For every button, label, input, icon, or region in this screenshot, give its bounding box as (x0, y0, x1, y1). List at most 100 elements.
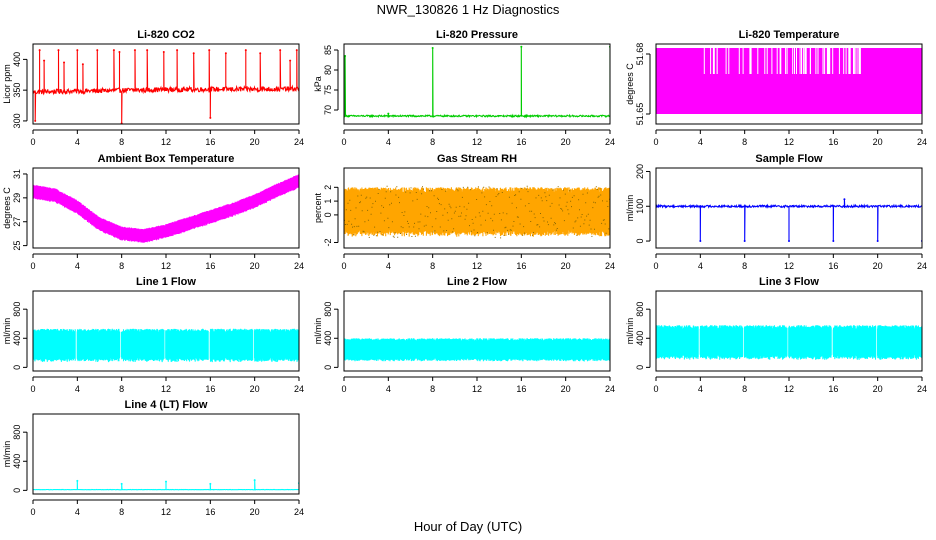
y-tick-label: 400 (12, 331, 22, 346)
x-tick-label: 0 (30, 384, 35, 394)
spike-point (57, 49, 60, 52)
x-tick-label: 0 (341, 261, 346, 271)
x-tick-label: 4 (386, 137, 391, 147)
series-8 (344, 338, 610, 362)
plot-frame (343, 290, 611, 372)
plot-frame (32, 413, 300, 495)
x-tick-label: 8 (430, 261, 435, 271)
x-tick-label: 0 (341, 384, 346, 394)
y-tick-label: 51.68 (635, 43, 645, 66)
y-tick-label: 800 (12, 425, 22, 440)
figure-xlabel: Hour of Day (UTC) (414, 519, 522, 534)
panel-title: Line 2 Flow (447, 276, 507, 288)
y-tick-label: 400 (323, 331, 333, 346)
series-gaps (703, 48, 861, 74)
x-tick-label: 8 (742, 384, 747, 394)
spike-point (289, 59, 292, 62)
x-tick-label: 24 (294, 507, 304, 517)
spike-point (162, 51, 165, 53)
x-tick-label: 20 (250, 507, 260, 517)
x-tick-label: 24 (917, 137, 927, 147)
spike-point (876, 240, 879, 243)
x-tick-label: 20 (873, 137, 883, 147)
spike-point (43, 59, 46, 62)
x-tick-label: 20 (250, 384, 260, 394)
y-axis-label: ml/min (2, 318, 12, 345)
spike-point (81, 63, 84, 66)
y-tick-label: 0 (323, 212, 333, 217)
y-tick-label: 0 (12, 365, 22, 370)
x-tick-label: 8 (742, 261, 747, 271)
y-tick-label: 75 (323, 85, 333, 95)
series-10 (33, 479, 299, 491)
x-tick-label: 0 (653, 137, 658, 147)
y-tick-label: 350 (12, 83, 22, 98)
spike-point (209, 116, 212, 119)
x-tick-label: 8 (119, 384, 124, 394)
x-tick-label: 12 (784, 261, 794, 271)
x-tick-label: 0 (30, 137, 35, 147)
x-tick-label: 20 (561, 137, 571, 147)
y-axis-label: degrees C (2, 187, 12, 229)
plot-frame (655, 290, 923, 372)
panel-2: Li-820 Pressure 0 4 8 12 16 20 24 70 75 80 85 kPa (313, 29, 615, 147)
y-axis-label: percent (313, 192, 323, 223)
x-tick-label: 16 (205, 384, 215, 394)
plot-frame (655, 43, 923, 125)
y-tick-label: 0 (635, 239, 645, 244)
plot-frame (32, 290, 300, 372)
y-tick-label: 800 (635, 302, 645, 317)
x-tick-label: 12 (161, 137, 171, 147)
y-axis-label: ml/min (313, 318, 323, 345)
y-tick-label: 800 (12, 302, 22, 317)
series-line (344, 46, 610, 119)
y-axis-label: ml/min (625, 318, 635, 345)
spike-point (133, 49, 136, 52)
y-tick-label: 300 (12, 113, 22, 128)
y-tick-label: -2 (323, 238, 333, 246)
y-tick-label: 27 (12, 217, 22, 227)
series-2 (344, 45, 610, 119)
spike-point (112, 49, 115, 52)
x-tick-label: 12 (161, 384, 171, 394)
panel-title: Line 4 (LT) Flow (125, 399, 208, 411)
y-tick-label: 400 (635, 331, 645, 346)
x-tick-label: 4 (698, 137, 703, 147)
x-tick-label: 8 (742, 137, 747, 147)
series-5 (344, 185, 610, 239)
series-band (344, 187, 610, 237)
x-tick-label: 24 (605, 137, 615, 147)
spike-point (788, 240, 790, 243)
spike-point (63, 61, 66, 64)
y-tick-label: 25 (12, 241, 22, 251)
x-tick-label: 16 (205, 507, 215, 517)
spike-point (38, 49, 41, 52)
series-1 (33, 49, 299, 124)
x-tick-label: 8 (119, 261, 124, 271)
x-tick-label: 4 (75, 507, 80, 517)
x-tick-label: 12 (472, 261, 482, 271)
spike-point (279, 49, 282, 52)
x-tick-label: 8 (119, 137, 124, 147)
x-tick-label: 24 (294, 384, 304, 394)
spike-point (387, 112, 390, 115)
x-tick-label: 24 (917, 261, 927, 271)
spike-point (843, 198, 846, 201)
series-band (656, 325, 922, 360)
y-tick-label: 100 (635, 199, 645, 214)
series-9 (656, 325, 922, 360)
x-tick-label: 16 (828, 384, 838, 394)
panel-title: Li-820 CO2 (137, 29, 194, 41)
spike-point (431, 47, 434, 49)
x-tick-label: 24 (605, 261, 615, 271)
y-tick-label: 70 (323, 105, 333, 115)
spike-point (34, 119, 37, 122)
x-tick-label: 20 (873, 261, 883, 271)
x-tick-label: 12 (784, 384, 794, 394)
plot-frame (655, 167, 923, 249)
